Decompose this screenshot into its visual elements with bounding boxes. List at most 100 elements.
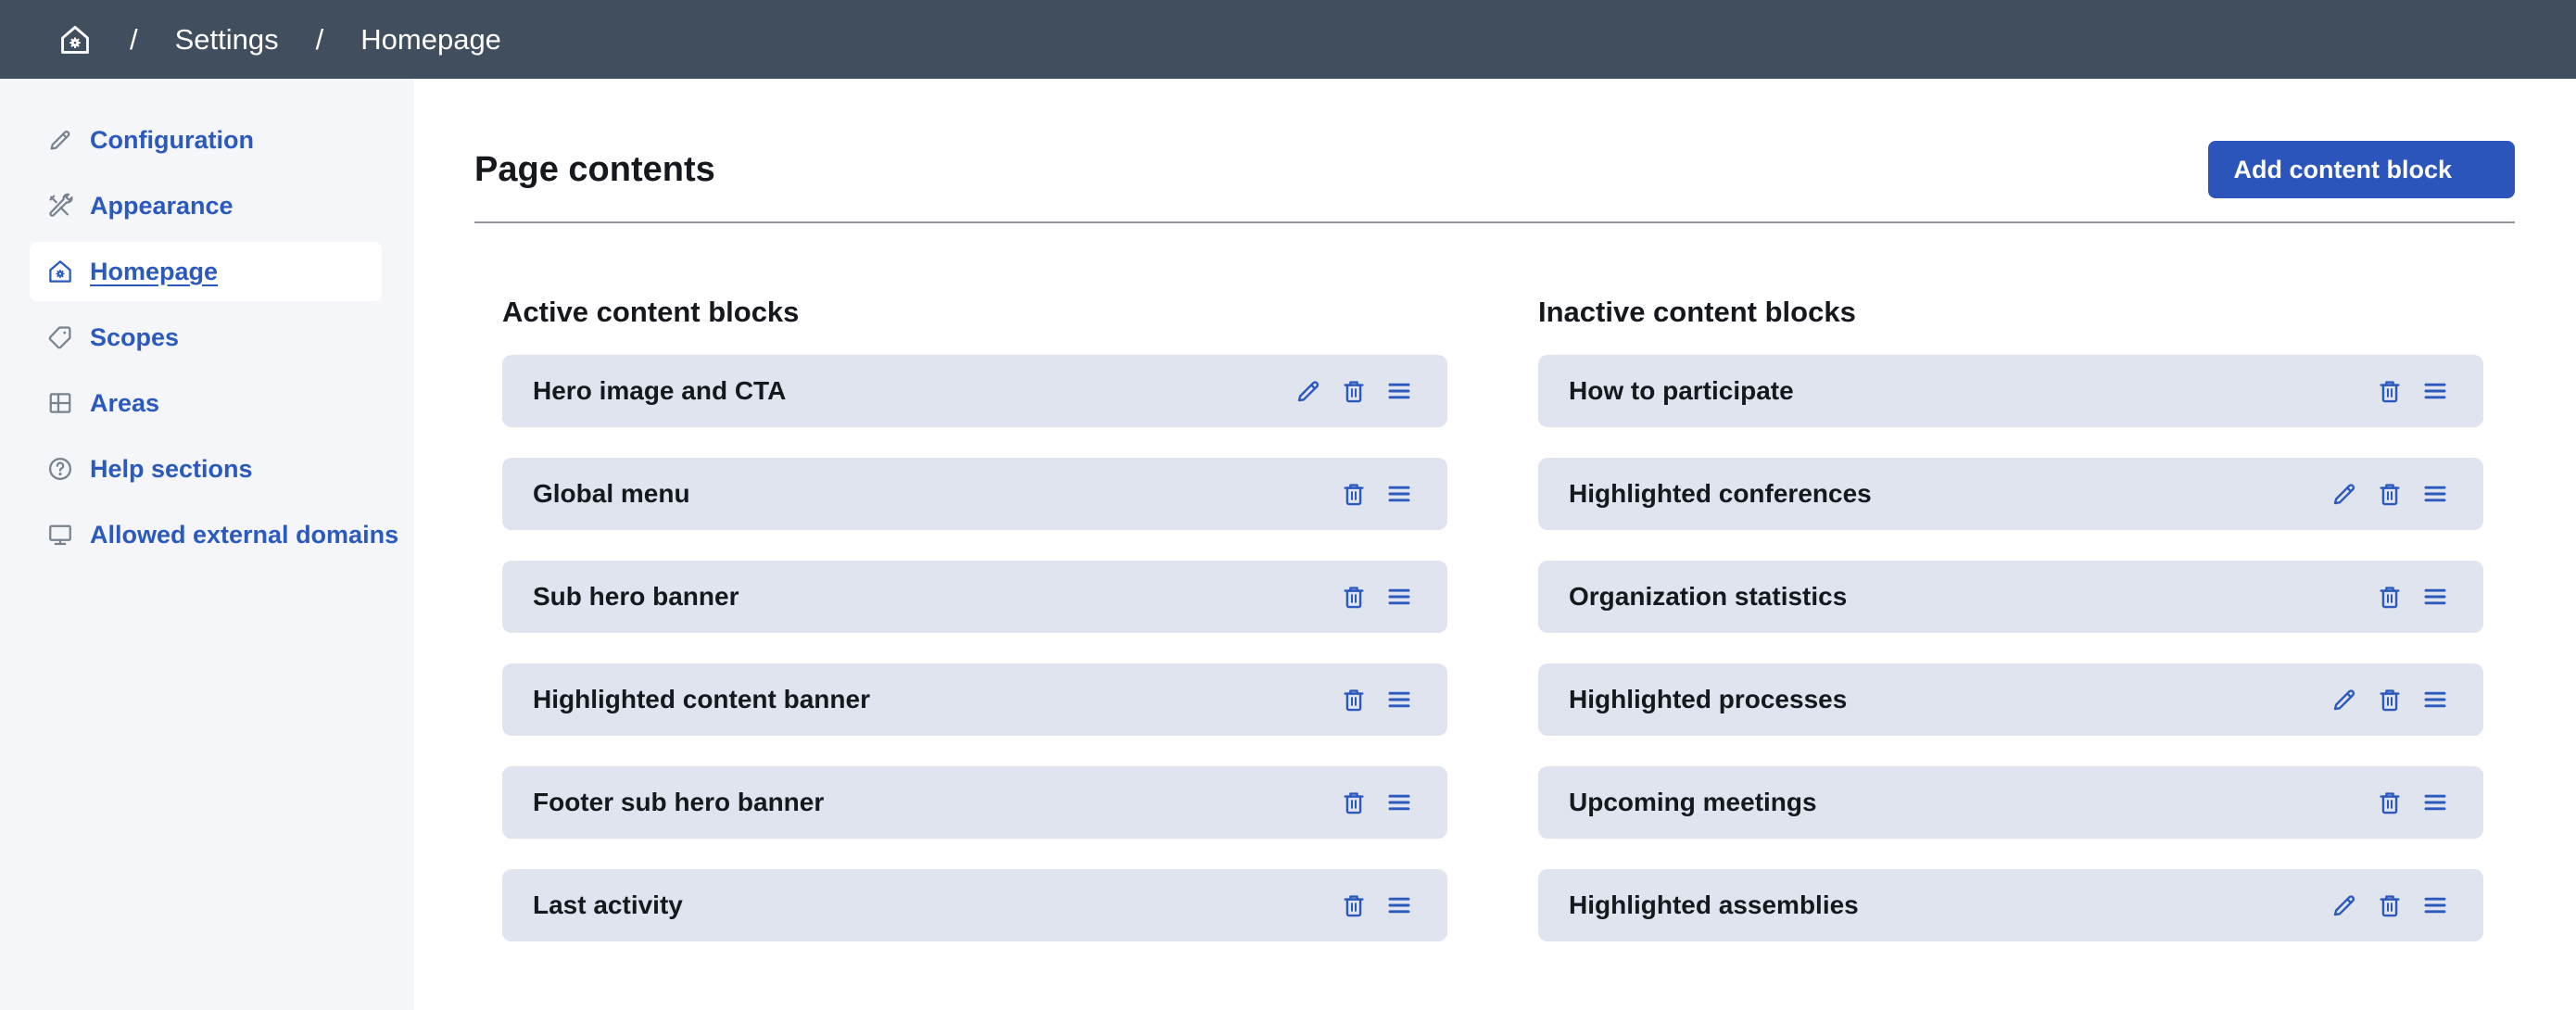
row-actions [1339, 685, 1414, 714]
content-block-label: Upcoming meetings [1569, 788, 1817, 816]
drag-handle-icon[interactable] [1384, 376, 1414, 406]
home-gear-icon[interactable] [57, 22, 93, 57]
content-block-highlighted-assemblies: Highlighted assemblies [1538, 869, 2483, 941]
pencil-icon [46, 126, 74, 154]
content-block-label: Last activity [533, 890, 683, 919]
delete-icon[interactable] [1339, 685, 1369, 714]
content-block-highlighted-content-banner: Highlighted content banner [502, 663, 1447, 736]
breadcrumb-homepage[interactable]: Homepage [360, 22, 501, 56]
edit-icon[interactable] [1294, 376, 1323, 406]
content-block-label: Sub hero banner [533, 582, 739, 611]
tools-icon [46, 192, 74, 220]
page-title: Page contents [474, 149, 715, 189]
add-content-block-label: Add content block [2233, 155, 2453, 183]
content-block-label: Highlighted processes [1569, 685, 1848, 713]
column-inactive-content-blocks: Inactive content blocks How to participat… [1538, 296, 2483, 972]
content-block-label: Global menu [533, 479, 690, 508]
delete-icon[interactable] [2375, 685, 2405, 714]
monitor-icon [46, 521, 74, 549]
delete-icon[interactable] [1339, 890, 1369, 920]
content-block-last-activity: Last activity [502, 869, 1447, 941]
sidebar-item-label: Configuration [90, 125, 254, 154]
drag-handle-icon[interactable] [1384, 685, 1414, 714]
page-header: Page contents Add content block [474, 141, 2515, 198]
breadcrumb-separator: / [315, 22, 324, 56]
tag-icon [46, 323, 74, 351]
drag-handle-icon[interactable] [1384, 890, 1414, 920]
sidebar-item-appearance[interactable]: Appearance [30, 176, 382, 235]
row-actions [2375, 376, 2450, 406]
sidebar-item-help-sections[interactable]: Help sections [30, 439, 382, 499]
content-block-label: Highlighted assemblies [1569, 890, 1859, 919]
content-block-footer-sub-hero-banner: Footer sub hero banner [502, 766, 1447, 839]
sidebar-item-label: Scopes [90, 322, 180, 351]
header-divider [474, 221, 2515, 223]
sidebar-item-scopes[interactable]: Scopes [30, 308, 382, 367]
main-content: Page contents Add content block Active c… [414, 79, 2576, 1010]
row-actions [2375, 582, 2450, 612]
content-block-sub-hero-banner: Sub hero banner [502, 561, 1447, 633]
drag-handle-icon[interactable] [1384, 582, 1414, 612]
drag-handle-icon[interactable] [2420, 582, 2450, 612]
row-actions [2330, 685, 2450, 714]
content-block-label: Highlighted content banner [533, 685, 870, 713]
delete-icon[interactable] [2375, 582, 2405, 612]
column-heading: Inactive content blocks [1538, 296, 1856, 328]
home-gear-icon [46, 258, 74, 285]
edit-icon[interactable] [2330, 890, 2359, 920]
add-content-block-button[interactable]: Add content block [2207, 141, 2515, 198]
drag-handle-icon[interactable] [1384, 788, 1414, 817]
grid-icon [46, 389, 74, 417]
delete-icon[interactable] [1339, 788, 1369, 817]
drag-handle-icon[interactable] [2420, 788, 2450, 817]
delete-icon[interactable] [2375, 788, 2405, 817]
content-block-hero-image-and-cta: Hero image and CTA [502, 355, 1447, 427]
chevron-down-icon [2467, 158, 2489, 181]
drag-handle-icon[interactable] [2420, 685, 2450, 714]
content-block-highlighted-processes: Highlighted processes [1538, 663, 2483, 736]
delete-icon[interactable] [1339, 479, 1369, 509]
question-icon [46, 455, 74, 483]
sidebar-item-allowed-external-domains[interactable]: Allowed external domains [30, 505, 398, 564]
drag-handle-icon[interactable] [2420, 479, 2450, 509]
sidebar-item-areas[interactable]: Areas [30, 373, 382, 433]
edit-icon[interactable] [2330, 685, 2359, 714]
sidebar: Configuration Appearance Homepage Scopes Are… [0, 79, 414, 1010]
row-actions [1339, 890, 1414, 920]
column-heading: Active content blocks [502, 296, 800, 328]
row-actions [2330, 890, 2450, 920]
content-block-how-to-participate: How to participate [1538, 355, 2483, 427]
sidebar-item-label: Homepage [90, 257, 219, 285]
row-actions [1339, 788, 1414, 817]
delete-icon[interactable] [1339, 582, 1369, 612]
drag-handle-icon[interactable] [2420, 890, 2450, 920]
drag-handle-icon[interactable] [1384, 479, 1414, 509]
row-actions [2375, 788, 2450, 817]
delete-icon[interactable] [2375, 479, 2405, 509]
sidebar-item-label: Allowed external domains [90, 520, 399, 549]
delete-icon[interactable] [2375, 890, 2405, 920]
drag-handle-icon[interactable] [2420, 376, 2450, 406]
content-block-label: Highlighted conferences [1569, 479, 1872, 508]
row-actions [1339, 582, 1414, 612]
sidebar-item-configuration[interactable]: Configuration [30, 110, 382, 170]
breadcrumb-settings[interactable]: Settings [174, 22, 279, 56]
sidebar-item-homepage[interactable]: Homepage [30, 242, 382, 301]
edit-icon[interactable] [2330, 479, 2359, 509]
row-actions [1339, 479, 1414, 509]
content-block-global-menu: Global menu [502, 458, 1447, 530]
column-active-content-blocks: Active content blocks Hero image and CTA G… [502, 296, 1447, 972]
sidebar-item-label: Appearance [90, 191, 234, 220]
content-block-organization-statistics: Organization statistics [1538, 561, 2483, 633]
content-block-label: Organization statistics [1569, 582, 1848, 611]
breadcrumb: / Settings / Homepage [93, 23, 501, 57]
delete-icon[interactable] [1339, 376, 1369, 406]
content-block-upcoming-meetings: Upcoming meetings [1538, 766, 2483, 839]
content-block-label: Hero image and CTA [533, 376, 787, 405]
content-block-columns: Active content blocks Hero image and CTA G… [502, 296, 2515, 972]
row-actions [2330, 479, 2450, 509]
breadcrumb-separator: / [130, 22, 138, 56]
sidebar-item-label: Help sections [90, 454, 253, 483]
content-block-label: How to participate [1569, 376, 1794, 405]
delete-icon[interactable] [2375, 376, 2405, 406]
